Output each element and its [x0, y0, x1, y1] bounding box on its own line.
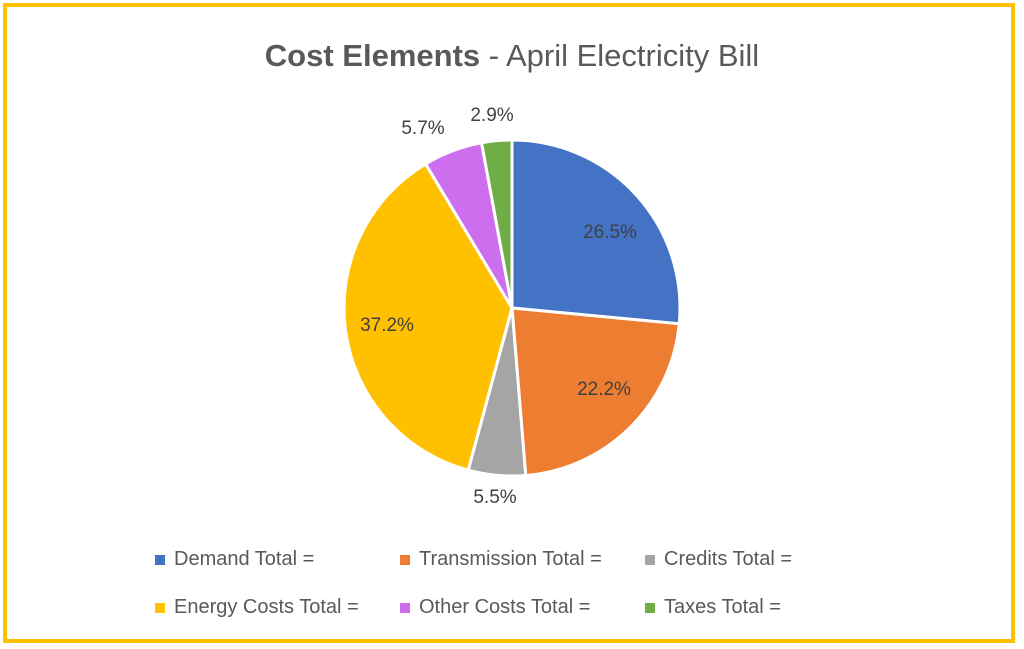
data-label-energy: 37.2%: [360, 315, 414, 336]
data-label-taxes: 2.9%: [470, 105, 514, 126]
legend-swatch-icon: [645, 602, 655, 613]
legend-swatch-icon: [400, 602, 410, 613]
legend-swatch-icon: [400, 554, 410, 565]
chart-title: Cost Elements - April Electricity Bill: [264, 38, 760, 73]
pie-slice[interactable]: [510, 138, 682, 326]
legend-item-energy[interactable]: Energy Costs Total =: [155, 596, 359, 619]
legend-item-credits[interactable]: Credits Total =: [645, 548, 792, 571]
data-label-other: 5.7%: [401, 118, 445, 139]
legend-swatch-icon: [155, 602, 165, 613]
legend-item-taxes[interactable]: Taxes Total =: [645, 596, 781, 619]
pie-slice[interactable]: [479, 138, 514, 309]
legend-swatch-icon: [155, 554, 165, 565]
pie-slice[interactable]: [510, 306, 681, 478]
data-label-demand: 26.5%: [583, 222, 637, 243]
legend-item-demand[interactable]: Demand Total =: [155, 548, 314, 571]
data-label-credits: 5.5%: [473, 487, 517, 508]
legend-item-transmission[interactable]: Transmission Total =: [400, 548, 602, 571]
legend-swatch-icon: [645, 554, 655, 565]
legend-item-other[interactable]: Other Costs Total =: [400, 596, 590, 619]
data-label-transmission: 22.2%: [577, 379, 631, 400]
